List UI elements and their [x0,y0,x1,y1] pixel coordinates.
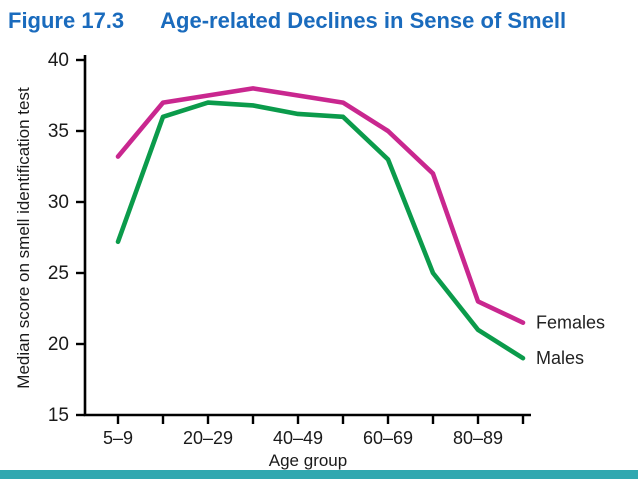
legend-label-females: Females [536,313,605,333]
figure-label: Figure 17.3 [8,8,125,33]
y-tick-label: 20 [48,334,69,355]
y-tick-label: 30 [48,192,69,213]
y-tick-label: 15 [48,405,69,426]
figure-title: Age-related Declines in Sense of Smell [160,8,567,33]
series-line-females [115,86,526,326]
x-axis-label: Age group [268,451,348,470]
footer-accent-bar [0,470,638,479]
series-line-males [115,100,526,361]
y-tick-label: 25 [48,263,69,284]
y-tick-label: 35 [48,121,69,142]
y-tick-label: 40 [48,50,69,71]
y-axis-label: Median score on smell identification tes… [14,87,33,389]
axes [83,55,531,417]
legend-label-males: Males [536,348,584,368]
x-tick-label: 80–89 [453,428,503,448]
x-tick-label: 60–69 [363,428,413,448]
x-tick-label: 5–9 [103,428,133,448]
figure-header: Figure 17.3 Age-related Declines in Sens… [8,8,630,34]
x-tick-label: 40–49 [273,428,323,448]
x-tick-label: 20–29 [183,428,233,448]
